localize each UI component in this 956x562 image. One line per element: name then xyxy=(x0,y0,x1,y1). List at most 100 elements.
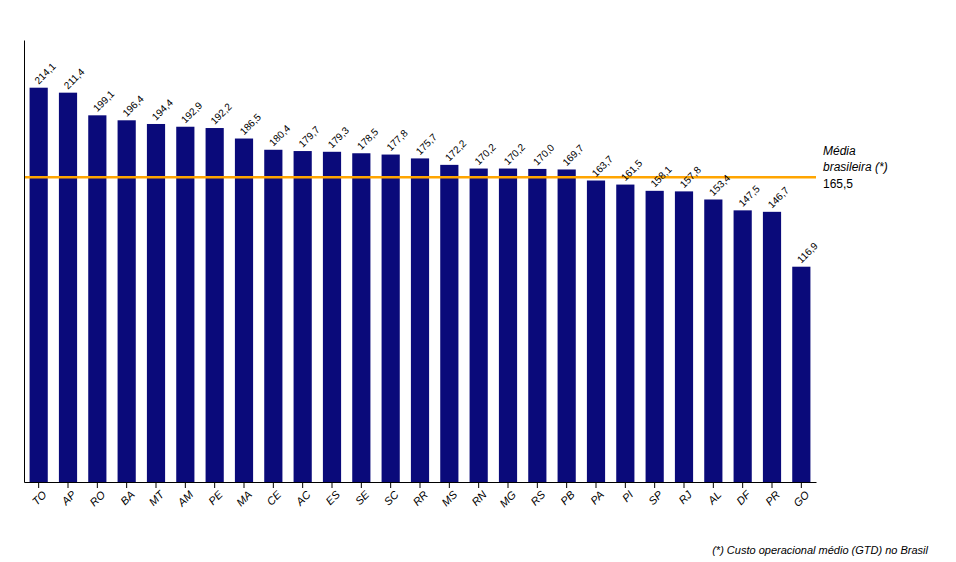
bar xyxy=(704,199,722,482)
plot: TOAPROBAMTAMPEMACEACESSESCRRMSRNMGRSPBPA… xyxy=(24,41,888,510)
data-label: 196,4 xyxy=(120,93,146,119)
x-tick: SC xyxy=(381,482,400,508)
x-tick-label: BA xyxy=(118,488,137,507)
x-tick-mark xyxy=(420,482,421,488)
x-tick-label: PR xyxy=(763,488,782,507)
bar xyxy=(264,150,282,482)
mean-label: brasileira (*) xyxy=(823,160,888,174)
bar xyxy=(792,267,810,482)
data-label: 163,7 xyxy=(590,153,616,179)
data-label: 211,4 xyxy=(62,66,87,91)
x-tick-label: AM xyxy=(175,488,196,509)
data-label: 179,3 xyxy=(326,124,352,150)
x-tick-label: AC xyxy=(293,488,313,508)
x-tick-label: PB xyxy=(558,488,577,507)
x-tick-mark xyxy=(596,482,597,488)
bar xyxy=(411,158,429,482)
x-tick-label: ES xyxy=(323,488,342,507)
x-tick-mark xyxy=(742,482,743,488)
x-tick: SP xyxy=(646,482,665,507)
x-tick: RS xyxy=(528,482,548,508)
x-tick-label: TO xyxy=(30,488,49,507)
bar xyxy=(382,155,400,482)
mean-label: 165,5 xyxy=(823,177,853,191)
bar xyxy=(763,212,781,482)
bar xyxy=(675,191,693,482)
bar xyxy=(558,169,576,482)
x-tick: PE xyxy=(206,482,225,507)
x-tick: BA xyxy=(118,482,137,507)
mean-label: Média xyxy=(823,144,856,158)
x-tick-mark xyxy=(332,482,333,488)
data-label: 178,5 xyxy=(355,126,381,152)
bar xyxy=(528,169,546,482)
bar xyxy=(734,210,752,482)
bar xyxy=(646,191,664,482)
x-tick: MA xyxy=(234,482,254,508)
x-tick-label: RR xyxy=(410,488,430,508)
bar xyxy=(118,120,136,482)
bar xyxy=(323,152,341,482)
x-tick-label: CE xyxy=(264,488,284,508)
y-axis-line xyxy=(24,41,25,483)
data-label: 194,4 xyxy=(150,97,176,123)
x-tick-label: AL xyxy=(705,488,724,507)
data-labels: 214,1211,4199,1196,4194,4192,9192,2186,5… xyxy=(32,60,820,265)
x-tick-label: RN xyxy=(469,488,489,508)
data-label: 157,8 xyxy=(678,164,704,190)
x-tick-mark xyxy=(361,482,362,488)
data-label: 175,7 xyxy=(414,131,440,157)
bar xyxy=(206,128,224,482)
data-label: 161,5 xyxy=(619,157,645,183)
x-tick: AM xyxy=(175,482,196,509)
data-label: 170,0 xyxy=(531,142,557,168)
x-tick: RJ xyxy=(676,482,694,506)
data-label: 177,8 xyxy=(384,127,410,153)
x-tick-mark xyxy=(801,482,802,488)
x-tick: MS xyxy=(439,482,460,508)
x-tick: AP xyxy=(59,482,79,508)
footnote: (*) Custo operacional médio (GTD) no Bra… xyxy=(712,544,928,556)
x-tick: RN xyxy=(469,482,489,508)
bar xyxy=(88,115,106,482)
bar xyxy=(235,139,253,482)
x-tick: AC xyxy=(293,482,313,508)
mean-labels: Média brasileira (*) 165,5 xyxy=(823,144,888,191)
bar xyxy=(587,181,605,482)
x-tick-mark xyxy=(566,482,567,488)
data-label: 153,4 xyxy=(707,172,733,198)
x-tick-label: MA xyxy=(234,488,254,508)
bar xyxy=(176,127,194,482)
x-tick-label: MS xyxy=(439,488,460,509)
x-tick-mark xyxy=(684,482,685,488)
data-label: 172,2 xyxy=(443,137,469,163)
x-tick-label: RJ xyxy=(676,488,694,506)
x-tick: TO xyxy=(30,482,49,507)
x-tick-label: SE xyxy=(353,488,372,507)
data-label: 146,7 xyxy=(766,184,792,210)
x-tick: PI xyxy=(620,482,636,504)
x-tick-label: SC xyxy=(381,488,400,507)
x-tick-label: SP xyxy=(646,488,665,507)
data-label: 192,9 xyxy=(179,99,205,125)
x-tick: AL xyxy=(705,482,724,507)
x-tick: ES xyxy=(323,482,342,507)
x-tick-mark xyxy=(156,482,157,488)
x-tick: CE xyxy=(264,482,284,508)
x-tick: PR xyxy=(763,482,782,508)
x-tick: MG xyxy=(497,482,518,509)
chart: TOAPROBAMTAMPEMACEACESSESCRRMSRNMGRSPBPA… xyxy=(0,0,956,562)
x-tick-mark xyxy=(449,482,450,488)
x-tick-mark xyxy=(38,482,39,488)
bar xyxy=(616,185,634,482)
x-axis: TOAPROBAMTAMPEMACEACESSESCRRMSRNMGRSPBPA… xyxy=(25,482,817,509)
x-tick-label: PE xyxy=(206,488,225,507)
data-label: 170,2 xyxy=(472,141,498,167)
x-tick: GO xyxy=(791,482,812,509)
x-tick: MT xyxy=(146,482,167,508)
data-label: 199,1 xyxy=(91,88,117,114)
data-label: 192,2 xyxy=(208,101,234,127)
data-label: 180,4 xyxy=(267,122,293,148)
x-tick-mark xyxy=(654,482,655,488)
x-tick-label: MG xyxy=(497,488,518,509)
